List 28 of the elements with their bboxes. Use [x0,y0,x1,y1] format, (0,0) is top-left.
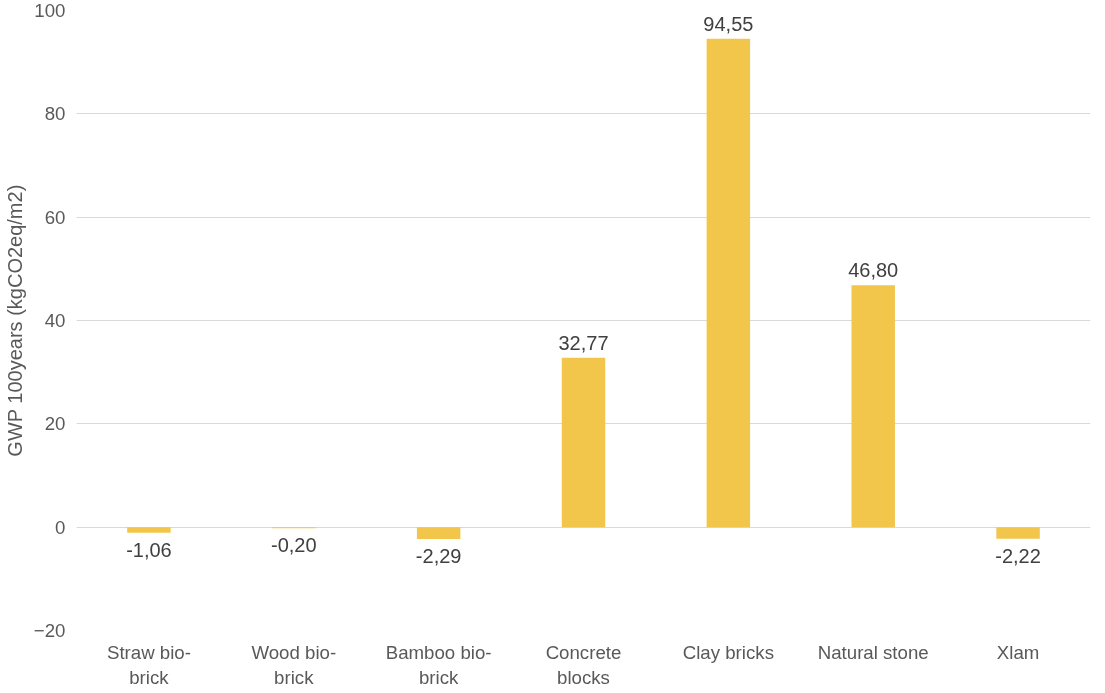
x-tick-label: Wood bio- brick [251,641,337,688]
bar [416,527,461,539]
bar [127,527,171,533]
bar [851,285,895,528]
data-label: -2,22 [995,544,1041,567]
y-axis-title: GWP 100years (kgCO2eq/m2) [3,184,26,457]
y-tick-label: 60 [44,206,66,228]
data-label: -1,06 [126,538,172,561]
data-label: -2,29 [415,545,462,567]
bar [996,527,1040,539]
bar [561,357,606,528]
x-tick-label: Concrete blocks [545,641,622,688]
y-tick-label: 40 [44,310,66,331]
x-tick-label: Clay bricks [682,641,774,663]
y-tick-label: 100 [34,0,66,21]
data-label: 32,77 [558,331,609,354]
y-tick-label: 0 [55,516,66,538]
data-label: -0,20 [270,534,317,557]
x-tick-label: Xlam [996,641,1040,663]
y-tick-label: −20 [33,620,66,641]
x-tick-label: Natural stone [817,641,929,663]
bar [706,38,751,528]
y-tick-label: 20 [44,413,66,435]
y-tick-label: 80 [44,103,66,125]
data-label: 46,80 [848,259,899,282]
data-label: 94,55 [703,12,754,35]
x-tick-label: Bamboo bio- brick [385,641,492,688]
x-tick-label: Straw bio- brick [106,641,191,688]
